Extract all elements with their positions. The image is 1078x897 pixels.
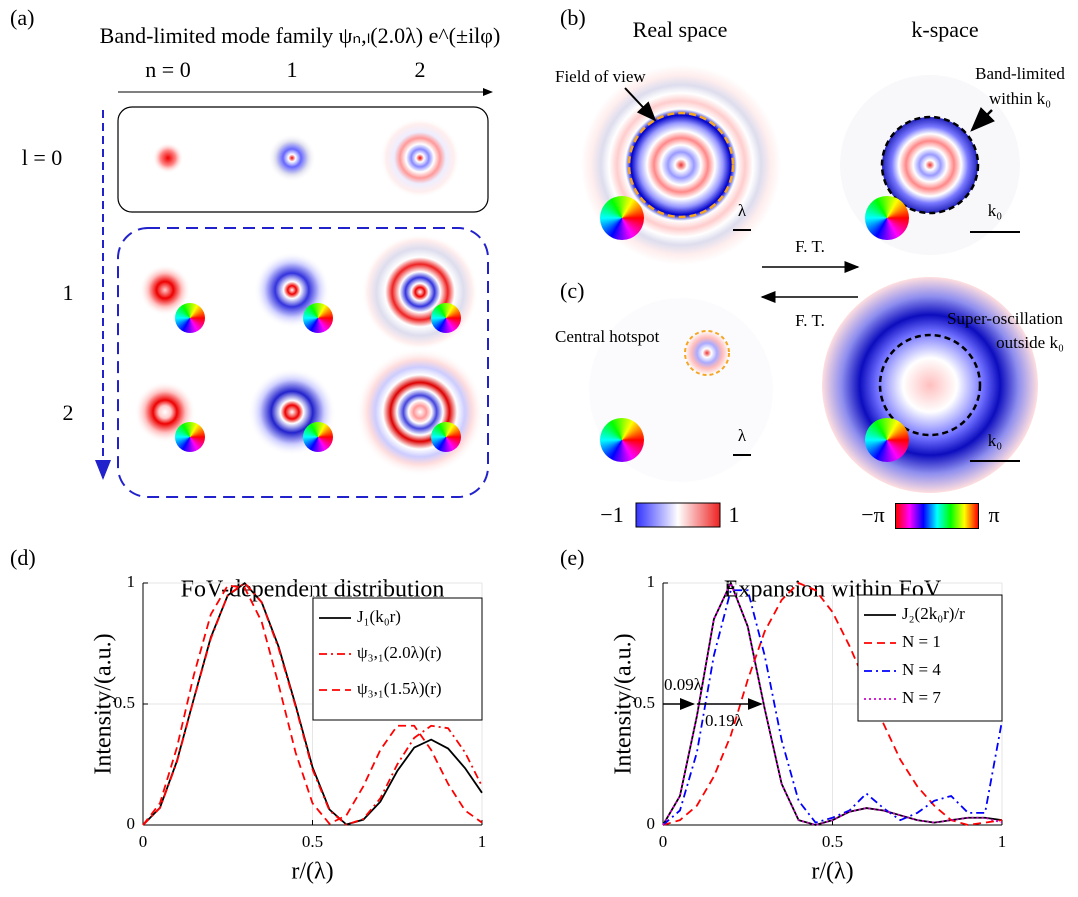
scale-label: λ <box>738 201 747 220</box>
series-line <box>142 581 483 826</box>
x-axis-label: r/(λ) <box>291 859 333 885</box>
x-axis-label: r/(λ) <box>811 859 853 885</box>
y-tick-label: 0 <box>127 814 136 833</box>
series-line <box>142 584 483 826</box>
phase-wheel <box>175 422 205 452</box>
k0-circle <box>878 333 982 437</box>
annotation: Field of view <box>555 67 646 86</box>
phase-colorbar <box>895 503 979 529</box>
l-box <box>117 227 489 498</box>
legend-label: N = 1 <box>902 632 941 651</box>
ft-label: F. T. <box>795 237 825 256</box>
phase-wheel <box>303 303 333 333</box>
panel-label: (e) <box>560 545 584 570</box>
l-label: 1 <box>63 280 74 305</box>
x-tick-label: 0.5 <box>302 832 323 851</box>
phase-wheel <box>175 303 205 333</box>
colorbar-label: 1 <box>729 502 740 527</box>
x-tick-label: 0.5 <box>822 832 843 851</box>
colorbar-label: π <box>988 502 999 527</box>
y-tick-label: 0.5 <box>114 693 135 712</box>
y-tick-label: 1 <box>647 572 656 591</box>
phase-wheel <box>303 422 333 452</box>
x-tick-label: 1 <box>478 832 487 851</box>
charts: FoV-dependent distributionr/(λ)Intensity… <box>91 572 1007 885</box>
phase-wheel <box>431 422 461 452</box>
legend-label: J₁(k₀r) <box>357 607 401 626</box>
ft-label: F. T. <box>795 311 825 330</box>
l0-box <box>117 106 489 213</box>
fov-circle <box>627 111 735 219</box>
mode <box>356 348 484 476</box>
hotspot <box>685 331 729 375</box>
annotation: within k₀ <box>989 89 1051 108</box>
panel-title: Band-limited mode family ψₙ,ₗ(2.0λ) e^(±… <box>100 23 501 48</box>
legend-label: N = 4 <box>902 660 941 679</box>
n-label: 2 <box>415 57 426 82</box>
amp-colorbar <box>635 502 721 528</box>
y-tick-label: 0.5 <box>634 693 655 712</box>
k0-circle <box>880 115 980 215</box>
mode <box>362 234 478 350</box>
phase-wheel <box>865 196 909 240</box>
x-tick-label: 0 <box>659 832 668 851</box>
l-label: 2 <box>63 400 74 425</box>
phase-wheel <box>600 196 644 240</box>
annotation: 0.19λ <box>705 711 744 730</box>
legend-label: J₂(2k₀r)/r <box>902 604 965 623</box>
phase-wheel <box>600 418 644 462</box>
scale-label: λ <box>738 426 747 445</box>
l-label: l = 0 <box>22 145 63 170</box>
series-line <box>662 580 1003 826</box>
y-tick-label: 0 <box>647 814 656 833</box>
panel-title: k-space <box>911 17 978 42</box>
y-axis-label: Intensity/(a.u.) <box>611 633 637 774</box>
mode <box>146 136 190 180</box>
phase-wheel <box>865 418 909 462</box>
annotation: Central hotspot <box>555 327 660 346</box>
fov-circle <box>684 330 730 376</box>
scale-label: k₀ <box>988 201 1003 220</box>
legend-label: ψ₃,₁(1.5λ)(r) <box>357 679 442 698</box>
panel-label: (a) <box>10 5 34 30</box>
annotation-arrow <box>624 87 657 122</box>
annotation: outside k₀ <box>996 333 1064 352</box>
panel-label: (d) <box>10 545 36 570</box>
phase-wheel <box>431 303 461 333</box>
panel-title: Real space <box>633 17 728 42</box>
annotation: Super-oscillation <box>947 309 1063 328</box>
panel-label: (c) <box>560 278 584 303</box>
y-tick-label: 1 <box>127 572 136 591</box>
y-axis-label: Intensity/(a.u.) <box>91 633 117 774</box>
colorbar-label: −π <box>861 502 885 527</box>
k-space-field <box>882 117 978 213</box>
annotation-arrow <box>970 107 995 132</box>
legend-box <box>857 594 1003 722</box>
legend-label: N = 7 <box>902 688 941 707</box>
x-tick-label: 0 <box>139 832 148 851</box>
n-label: n = 0 <box>145 57 190 82</box>
series-line <box>142 582 483 826</box>
scale-label: k₀ <box>988 431 1003 450</box>
annotation: 0.09λ <box>664 675 703 694</box>
annotation: Band-limited <box>975 64 1065 83</box>
colorbar-label: −1 <box>600 502 623 527</box>
mode <box>380 118 460 198</box>
panel-label: (b) <box>560 5 586 30</box>
mode <box>262 128 322 188</box>
series-line <box>662 589 1003 826</box>
x-tick-label: 1 <box>998 832 1007 851</box>
legend-label: ψ₃,₁(2.0λ)(r) <box>357 643 442 662</box>
n-label: 1 <box>287 57 298 82</box>
